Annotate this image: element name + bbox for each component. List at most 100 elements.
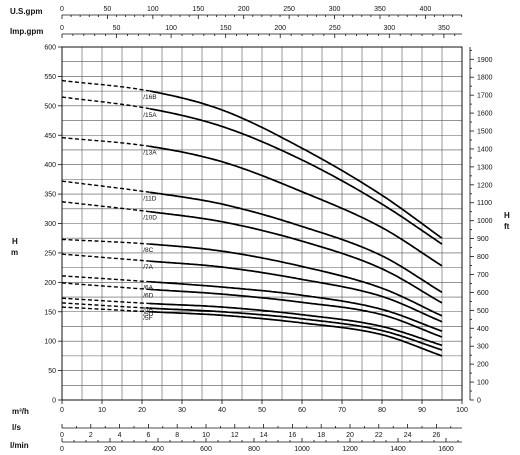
x-ls-tick-label: 16	[289, 432, 297, 439]
x-main-tick-label: 40	[218, 407, 226, 414]
curve-dashed-5A	[61, 297, 151, 305]
x-ls-tick-label: 18	[317, 432, 325, 439]
x-main-tick-label: 0	[60, 407, 64, 414]
x-impgpm-tick-label: 50	[113, 25, 121, 32]
y-left-axis-title: H	[12, 237, 18, 246]
series-label-10D: /10D	[143, 215, 157, 222]
x-ls-tick-label: 2	[89, 432, 93, 439]
curve-dashed-15A	[61, 96, 151, 110]
axes: 050100150200250300350400450500550600Hm01…	[10, 6, 510, 453]
x-usgpm-axis-title: U.S.gpm	[10, 7, 42, 16]
curve-solid-13A	[149, 145, 443, 267]
curve-solid-8C	[149, 243, 443, 317]
x-usgpm-tick-label: 0	[60, 6, 64, 13]
series-label-13A: /13A	[143, 149, 157, 156]
x-lmin-tick-label: 200	[104, 446, 116, 453]
curve-dashed-7A	[61, 253, 151, 262]
x-ls-tick-label: 20	[346, 432, 354, 439]
curve-dashed-5D	[61, 302, 151, 309]
series-label-6D: /6D	[143, 292, 153, 299]
series-label-7A: /7A	[143, 264, 153, 271]
y-left-tick-label: 500	[44, 103, 56, 110]
curve-solid-6A	[149, 280, 443, 332]
x-main-tick-label: 80	[378, 407, 386, 414]
y-right-tick-label: 1300	[477, 164, 493, 171]
x-impgpm-tick-label: 300	[383, 25, 395, 32]
y-left-tick-label: 50	[48, 368, 56, 375]
y-right-tick-label: 1000	[477, 218, 493, 225]
curve-dashed-6D	[61, 282, 151, 291]
x-usgpm-tick-label: 200	[238, 6, 250, 13]
series-label-8C: /8C	[143, 247, 153, 254]
x-main-tick-label: 90	[418, 407, 426, 414]
x-ls-tick-label: 26	[433, 432, 441, 439]
x-usgpm-tick-label: 300	[329, 6, 341, 13]
series-label-5D: /5D	[143, 311, 153, 318]
series-label-5F: /5F	[143, 315, 152, 322]
curve-solid-6D	[149, 288, 443, 338]
curve-solid-5A	[149, 302, 443, 347]
y-right-tick-label: 800	[477, 254, 489, 261]
labels: /16B/15A/13A/11D/10D/8C/7A/6A/6D/5A/5D/5…	[143, 94, 157, 322]
series-label-5A: /5A	[143, 307, 153, 314]
y-left-tick-label: 550	[44, 74, 56, 81]
x-main-tick-label: 70	[338, 407, 346, 414]
x-main-tick-label: 10	[98, 407, 106, 414]
y-left-tick-label: 0	[52, 398, 56, 405]
x-ls-tick-label: 10	[202, 432, 210, 439]
y-left-axis-unit: m	[11, 248, 18, 257]
x-usgpm-tick-label: 400	[420, 6, 432, 13]
y-left-tick-label: 150	[44, 309, 56, 316]
x-usgpm-tick-label: 350	[374, 6, 386, 13]
y-left-tick-label: 200	[44, 280, 56, 287]
x-ls-tick-label: 4	[118, 432, 122, 439]
y-right-tick-label: 700	[477, 272, 489, 279]
y-right-tick-label: 1900	[477, 57, 493, 64]
x-usgpm-tick-label: 150	[192, 6, 204, 13]
grid	[61, 46, 463, 401]
x-main-tick-label: 100	[456, 407, 468, 414]
curve-solid-16B	[149, 90, 443, 239]
y-left-tick-label: 300	[44, 221, 56, 228]
y-left-tick-label: 450	[44, 133, 56, 140]
y-right-tick-label: 900	[477, 236, 489, 243]
curve-solid-11D	[149, 191, 443, 294]
curve-solid-15A	[149, 107, 443, 245]
curve-dashed-16B	[61, 79, 151, 92]
y-right-tick-label: 0	[477, 398, 481, 405]
series-label-15A: /15A	[143, 112, 157, 119]
x-ls-tick-label: 22	[375, 432, 383, 439]
y-right-tick-label: 300	[477, 344, 489, 351]
x-ls-tick-label: 6	[146, 432, 150, 439]
x-impgpm-axis-title: Imp.gpm	[10, 27, 43, 36]
x-lmin-tick-label: 1000	[294, 446, 310, 453]
y-right-tick-label: 1200	[477, 182, 493, 189]
curve-dashed-13A	[61, 136, 151, 148]
y-right-tick-label: 1500	[477, 129, 493, 136]
x-lmin-tick-label: 1400	[390, 446, 406, 453]
y-right-tick-label: 1600	[477, 111, 493, 118]
curves	[61, 79, 443, 357]
y-left-tick-label: 250	[44, 250, 56, 257]
y-right-tick-label: 200	[477, 362, 489, 369]
y-right-tick-label: 400	[477, 326, 489, 333]
series-label-6A: /6A	[143, 285, 153, 292]
x-lmin-axis-title: l/min	[10, 441, 29, 450]
x-usgpm-tick-label: 50	[104, 6, 112, 13]
x-impgpm-tick-label: 100	[165, 25, 177, 32]
y-right-tick-label: 1700	[477, 93, 493, 100]
x-usgpm-tick-label: 100	[147, 6, 159, 13]
x-lmin-tick-label: 1600	[438, 446, 454, 453]
series-label-16B: /16B	[143, 94, 156, 101]
y-left-tick-label: 350	[44, 192, 56, 199]
x-impgpm-tick-label: 0	[60, 25, 64, 32]
y-right-tick-label: 1400	[477, 146, 493, 153]
x-impgpm-tick-label: 350	[438, 25, 450, 32]
x-lmin-tick-label: 600	[200, 446, 212, 453]
x-main-tick-label: 60	[298, 407, 306, 414]
y-right-tick-label: 1100	[477, 200, 492, 207]
x-ls-tick-label: 0	[60, 432, 64, 439]
y-right-tick-label: 100	[477, 380, 489, 387]
x-lmin-tick-label: 0	[60, 446, 64, 453]
